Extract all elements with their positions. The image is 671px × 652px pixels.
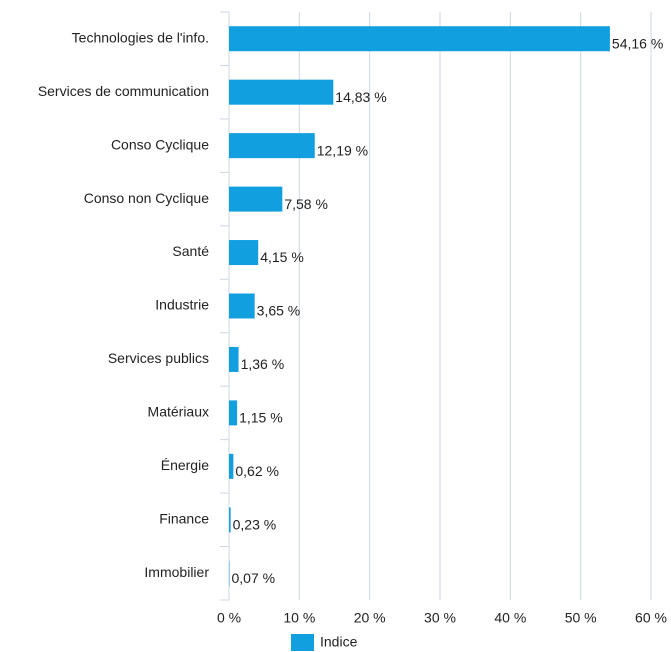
bar <box>229 507 231 533</box>
x-tick-label: 20 % <box>354 610 386 626</box>
bar <box>229 133 315 159</box>
bar <box>229 240 259 266</box>
x-tick-label: 50 % <box>565 610 597 626</box>
data-label: 3,65 % <box>257 303 301 319</box>
y-tick-label: Industrie <box>155 297 209 313</box>
bar <box>229 400 238 426</box>
bar <box>229 346 239 372</box>
legend-label: Indice <box>320 634 358 650</box>
data-label: 7,58 % <box>284 196 328 212</box>
bar <box>229 453 234 479</box>
data-label: 0,23 % <box>233 517 277 533</box>
x-tick-label: 10 % <box>283 610 315 626</box>
x-tick-label: 40 % <box>494 610 526 626</box>
x-tick-label: 0 % <box>217 610 241 626</box>
data-label: 0,07 % <box>231 570 275 586</box>
legend-swatch <box>291 634 314 651</box>
bar <box>229 26 610 52</box>
data-label: 1,36 % <box>241 356 285 372</box>
data-label: 1,15 % <box>239 410 283 426</box>
y-tick-label: Énergie <box>161 457 209 473</box>
bar <box>229 186 283 212</box>
data-label: 12,19 % <box>317 142 368 158</box>
y-tick-label: Services publics <box>108 350 209 366</box>
data-label: 4,15 % <box>260 249 304 265</box>
bar <box>229 293 255 319</box>
y-tick-label: Conso non Cyclique <box>84 190 210 206</box>
bar <box>229 79 334 105</box>
y-tick-label: Finance <box>159 511 209 527</box>
data-label: 14,83 % <box>335 89 386 105</box>
x-tick-label: 30 % <box>424 610 456 626</box>
x-tick-label: 60 % <box>635 610 667 626</box>
y-tick-label: Conso Cyclique <box>111 136 209 152</box>
y-tick-label: Technologies de l'info. <box>72 29 209 45</box>
y-tick-label: Services de communication <box>38 83 209 99</box>
y-tick-label: Santé <box>172 243 209 259</box>
y-tick-label: Immobilier <box>144 564 209 580</box>
y-tick-label: Matériaux <box>148 404 209 420</box>
data-label: 0,62 % <box>235 463 279 479</box>
data-label: 54,16 % <box>612 35 663 51</box>
